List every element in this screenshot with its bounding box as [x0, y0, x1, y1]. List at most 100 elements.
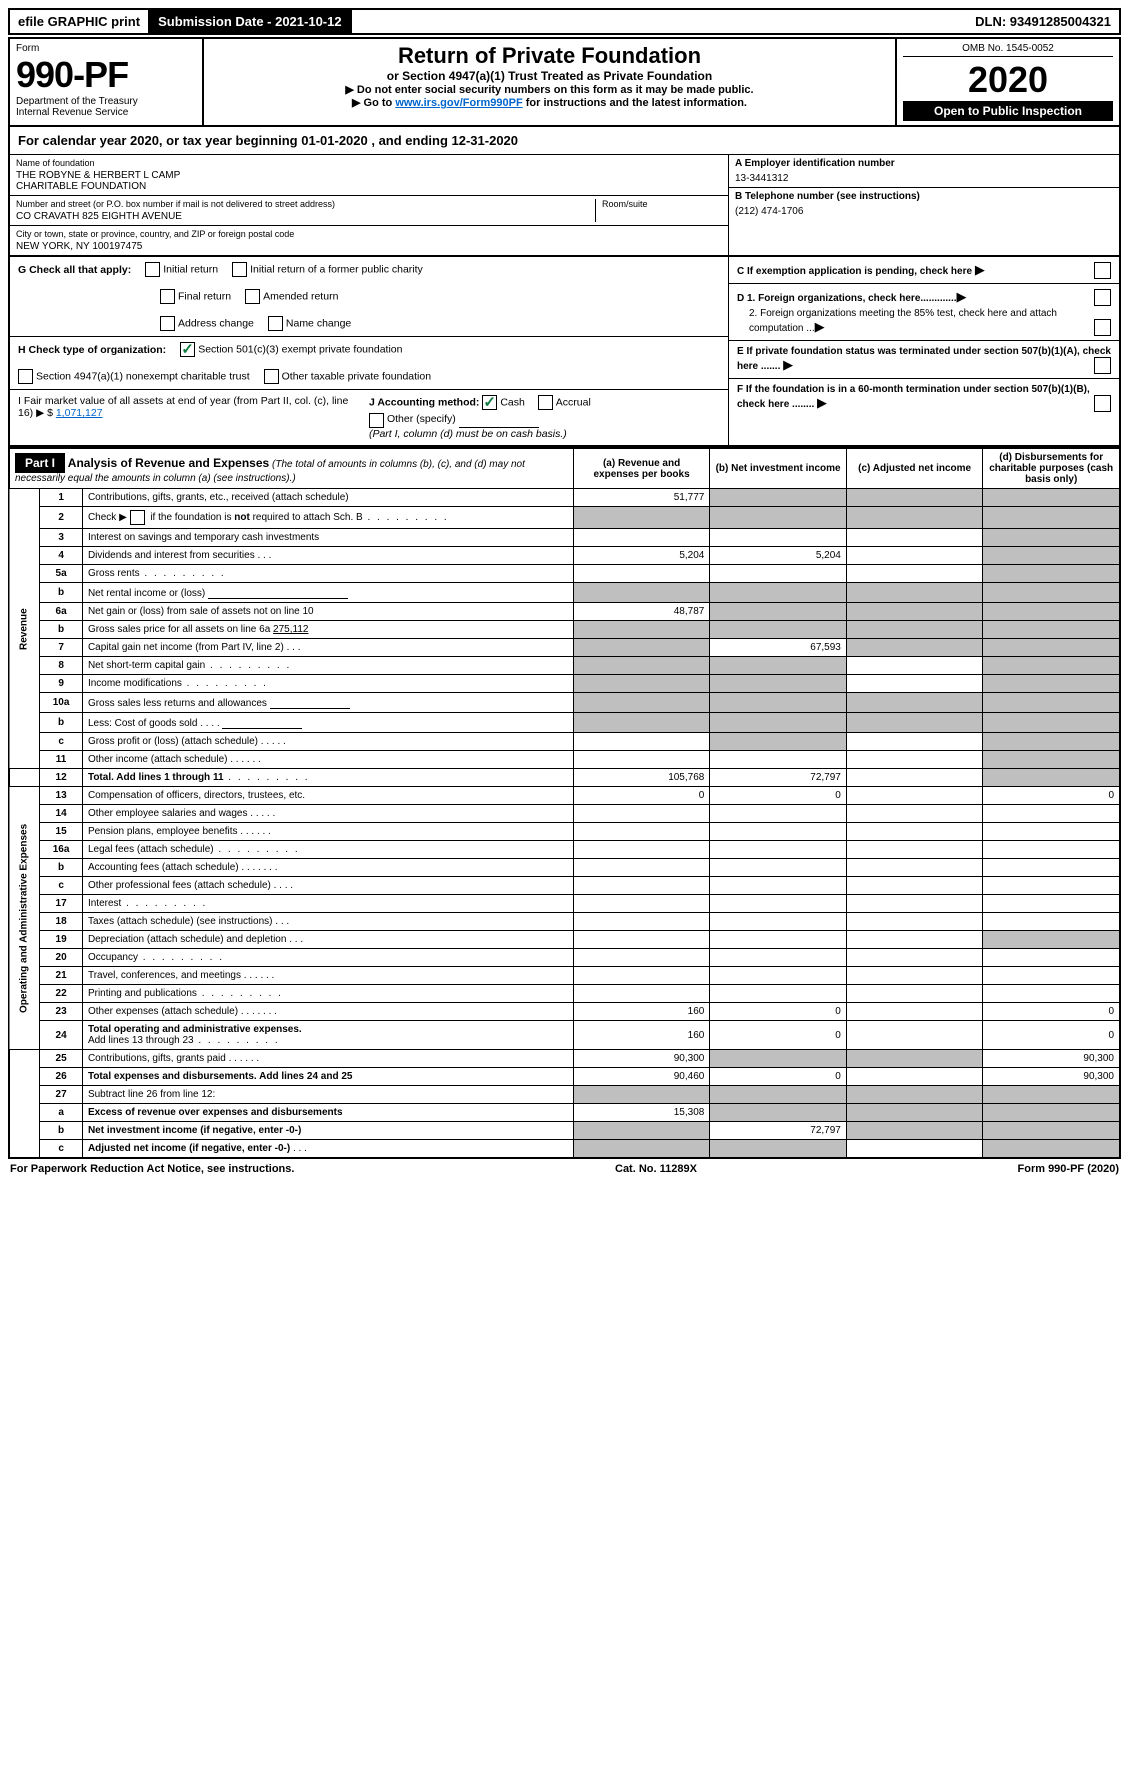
chk-initial[interactable]: [145, 262, 160, 277]
r16a-a: [573, 841, 710, 859]
r4-d: [983, 547, 1120, 565]
entity-left: Name of foundation THE ROBYNE & HERBERT …: [10, 155, 728, 255]
chk-d2[interactable]: [1094, 319, 1111, 336]
chk-name-change[interactable]: [268, 316, 283, 331]
tax-year: 2020: [903, 59, 1113, 101]
chk-4947[interactable]: [18, 369, 33, 384]
chk-d1[interactable]: [1094, 289, 1111, 306]
r15-num: 15: [40, 823, 83, 841]
chk-initial-former[interactable]: [232, 262, 247, 277]
r10b-desc: Less: Cost of goods sold . . . .: [82, 713, 573, 733]
cal-pre: For calendar year 2020, or tax year begi…: [18, 133, 301, 148]
r16b-d: [983, 859, 1120, 877]
r7-desc: Capital gain net income (from Part IV, l…: [82, 639, 573, 657]
r20-a: [573, 949, 710, 967]
r7-txt: Capital gain net income (from Part IV, l…: [88, 642, 284, 653]
r22-d: [983, 985, 1120, 1003]
r4-a: 5,204: [573, 547, 710, 565]
chk-cash[interactable]: [482, 395, 497, 410]
e-item: E If private foundation status was termi…: [729, 341, 1119, 379]
r8-txt: Net short-term capital gain: [88, 660, 205, 671]
left-checks: G Check all that apply: Initial return I…: [10, 257, 728, 445]
r21-b: [710, 967, 847, 985]
r8-b: [710, 657, 847, 675]
header-left: Form 990-PF Department of the Treasury I…: [10, 39, 204, 125]
r6b-desc: Gross sales price for all assets on line…: [82, 621, 573, 639]
r10c-num: c: [40, 733, 83, 751]
i-value: 1,071,127: [56, 407, 103, 419]
r23-c: [846, 1003, 983, 1021]
r6a-desc: Net gain or (loss) from sale of assets n…: [82, 603, 573, 621]
chk-schb[interactable]: [130, 510, 145, 525]
r12-b: 72,797: [710, 769, 847, 787]
phone-val: (212) 474-1706: [735, 206, 1113, 217]
ein-label: A Employer identification number: [735, 158, 1113, 169]
addr-val: CO CRAVATH 825 EIGHTH AVENUE: [16, 211, 595, 222]
r23-a: 160: [573, 1003, 710, 1021]
r2-c: [846, 507, 983, 529]
r16c-desc: Other professional fees (attach schedule…: [82, 877, 573, 895]
r8-c: [846, 657, 983, 675]
r7-num: 7: [40, 639, 83, 657]
chk-accrual[interactable]: [538, 395, 553, 410]
r24-b: 0: [710, 1021, 847, 1050]
irs-link[interactable]: www.irs.gov/Form990PF: [395, 97, 522, 109]
r10c-c: [846, 733, 983, 751]
r2-pre: Check ▶: [88, 512, 130, 523]
header-right: OMB No. 1545-0052 2020 Open to Public In…: [897, 39, 1119, 125]
r18-desc: Taxes (attach schedule) (see instruction…: [82, 913, 573, 931]
r19-a: [573, 931, 710, 949]
r10b-a: [573, 713, 710, 733]
r11-c: [846, 751, 983, 769]
chk-f[interactable]: [1094, 395, 1111, 412]
r14-desc: Other employee salaries and wages . . . …: [82, 805, 573, 823]
r27b-d: [983, 1122, 1120, 1140]
h-row: H Check type of organization: Section 50…: [10, 337, 728, 390]
chk-amended[interactable]: [245, 289, 260, 304]
r20-num: 20: [40, 949, 83, 967]
r25-a: 90,300: [573, 1050, 710, 1068]
r5b-num: b: [40, 583, 83, 603]
r26-d: 90,300: [983, 1068, 1120, 1086]
chk-501c3[interactable]: [180, 342, 195, 357]
r5a-num: 5a: [40, 565, 83, 583]
r15-d: [983, 823, 1120, 841]
r16b-num: b: [40, 859, 83, 877]
r16c-c: [846, 877, 983, 895]
col-d: (d) Disbursements for charitable purpose…: [983, 448, 1120, 489]
name-label: Name of foundation: [16, 158, 722, 168]
g-initial: Initial return: [163, 263, 218, 275]
chk-c[interactable]: [1094, 262, 1111, 279]
r15-a: [573, 823, 710, 841]
r27a-b: [710, 1104, 847, 1122]
r15-desc: Pension plans, employee benefits . . . .…: [82, 823, 573, 841]
r3-c: [846, 529, 983, 547]
r6b-d: [983, 621, 1120, 639]
r27a-txt: Excess of revenue over expenses and disb…: [88, 1107, 343, 1118]
r4-txt: Dividends and interest from securities: [88, 550, 255, 561]
chk-e[interactable]: [1094, 357, 1111, 374]
r8-a: [573, 657, 710, 675]
dln: DLN: 93491285004321: [967, 10, 1119, 33]
r5b-a: [573, 583, 710, 603]
r23-desc: Other expenses (attach schedule) . . . .…: [82, 1003, 573, 1021]
other-blank: [459, 415, 539, 428]
city-val: NEW YORK, NY 100197475: [16, 241, 722, 252]
chk-addr-change[interactable]: [160, 316, 175, 331]
r10a-d: [983, 693, 1120, 713]
ein-cell: A Employer identification number 13-3441…: [729, 155, 1119, 188]
r6a-c: [846, 603, 983, 621]
r16a-d: [983, 841, 1120, 859]
r10b-blank: [222, 716, 302, 729]
omb: OMB No. 1545-0052: [903, 43, 1113, 57]
r26-txt: Total expenses and disbursements. Add li…: [88, 1071, 353, 1082]
r27-b: [710, 1086, 847, 1104]
r27b-desc: Net investment income (if negative, ente…: [82, 1122, 573, 1140]
chk-other-tax[interactable]: [264, 369, 279, 384]
r2-num: 2: [40, 507, 83, 529]
chk-other-acct[interactable]: [369, 413, 384, 428]
r6a-a: 48,787: [573, 603, 710, 621]
form-number: 990-PF: [16, 54, 196, 96]
r22-num: 22: [40, 985, 83, 1003]
chk-final[interactable]: [160, 289, 175, 304]
